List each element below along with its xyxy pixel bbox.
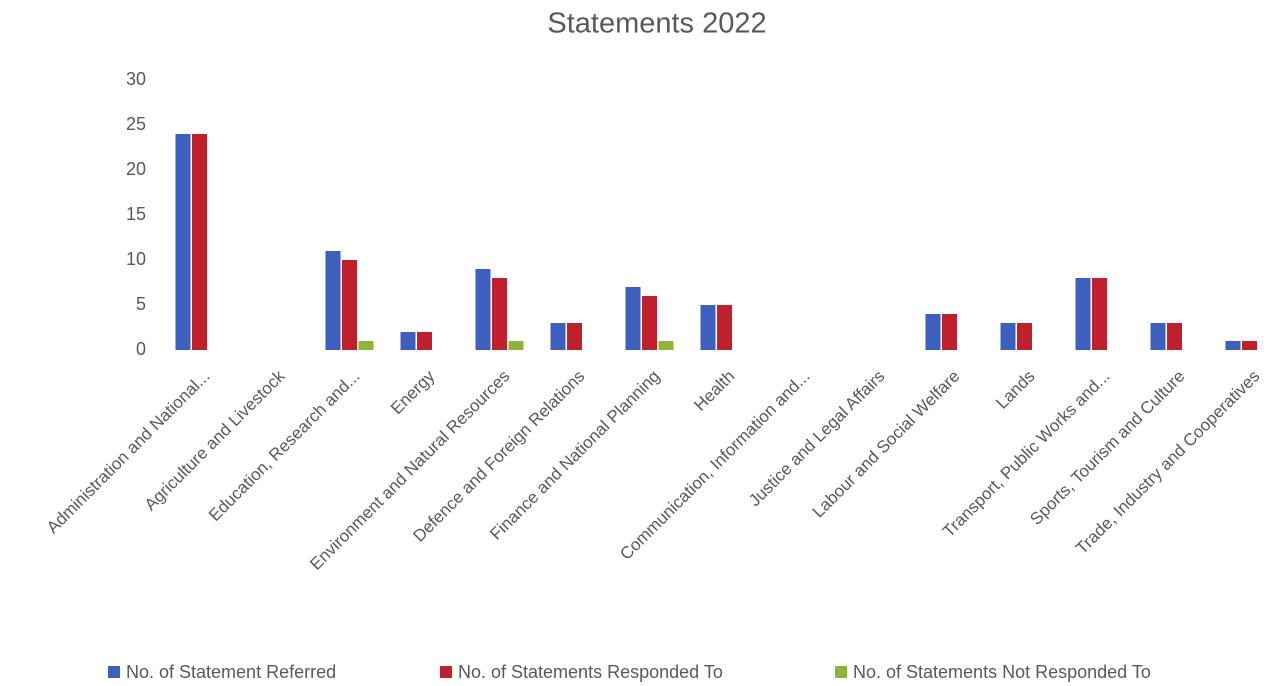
y-tick-label: 20 [126, 159, 146, 179]
legend-label: No. of Statement Referred [126, 662, 336, 682]
x-tick-label: Health [690, 367, 738, 415]
x-tick-label: Lands [992, 367, 1038, 413]
bar [717, 305, 732, 350]
bar [658, 341, 674, 350]
x-tick-label: Administration and National... [43, 367, 213, 537]
bar [175, 134, 191, 350]
chart-title: Statements 2022 [547, 8, 766, 40]
y-tick-label: 30 [126, 69, 146, 89]
bar [1150, 323, 1166, 350]
y-tick-label: 25 [126, 114, 146, 134]
bar [700, 305, 716, 350]
bar [567, 323, 582, 350]
legend-swatch [440, 666, 452, 678]
bar [942, 314, 957, 350]
y-tick-label: 0 [136, 339, 146, 359]
x-tick-label: Agriculture and Livestock [141, 366, 289, 514]
bar [475, 269, 491, 350]
bar [400, 332, 416, 350]
legend-label: No. of Statements Not Responded To [853, 662, 1151, 682]
y-tick-label: 5 [136, 294, 146, 314]
bar [1075, 278, 1091, 350]
x-tick-label: Energy [387, 366, 439, 418]
x-tick-label: Labour and Social Welfare [809, 367, 964, 522]
bar [358, 341, 374, 350]
x-tick-label: Justice and Legal Affairs [745, 367, 889, 511]
bar [492, 278, 507, 350]
legend-label: No. of Statements Responded To [458, 662, 723, 682]
bar [642, 296, 657, 350]
bar [325, 251, 341, 350]
y-tick-label: 10 [126, 249, 146, 269]
bar [625, 287, 641, 350]
bar [342, 260, 357, 350]
legend-swatch [835, 666, 847, 678]
bar [508, 341, 524, 350]
x-tick-label: Sports, Tourism and Culture [1026, 367, 1188, 529]
bar [550, 323, 566, 350]
bar [1000, 323, 1016, 350]
y-tick-label: 15 [126, 204, 146, 224]
bar [1017, 323, 1032, 350]
bar [1242, 341, 1257, 350]
bar [192, 134, 207, 350]
x-tick-label: Education, Research and... [205, 367, 363, 525]
bar [1225, 341, 1241, 350]
bar [1167, 323, 1182, 350]
legend-swatch [108, 666, 120, 678]
bar [1092, 278, 1107, 350]
bar [417, 332, 432, 350]
bar [925, 314, 941, 350]
